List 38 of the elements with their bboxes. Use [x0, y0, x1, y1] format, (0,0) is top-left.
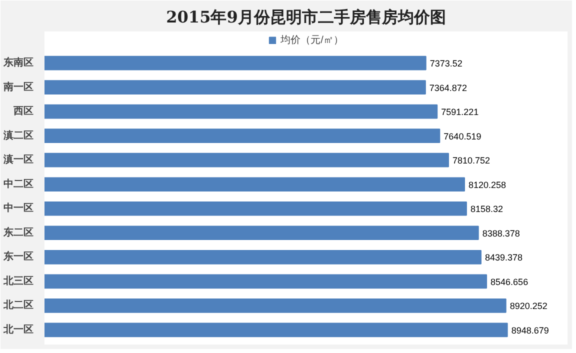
data-label: 7364.872 — [429, 82, 467, 93]
data-label: 7373.52 — [430, 58, 462, 69]
y-tick-label: 西区 — [12, 105, 34, 118]
bar — [44, 56, 426, 70]
y-tick-label: 南一区 — [2, 80, 34, 93]
data-label: 8388.378 — [482, 228, 520, 238]
bar — [44, 250, 482, 264]
y-tick-label: 东一区 — [2, 250, 34, 263]
bar — [44, 104, 438, 119]
bar — [44, 152, 449, 168]
y-tick-label: 中一区 — [4, 202, 34, 214]
y-tick-label: 滇二区 — [2, 129, 34, 142]
bar — [44, 274, 488, 289]
data-label: 7640.519 — [444, 131, 482, 142]
data-label: 8546.656 — [490, 276, 528, 287]
chart-title: 2015年9月份昆明市二手房售房均价图 — [166, 8, 446, 26]
y-tick-label: 滇一区 — [2, 154, 34, 166]
data-label: 8948.679 — [511, 325, 549, 336]
y-tick-label: 中二区 — [4, 178, 34, 190]
y-tick-label: 东南区 — [2, 56, 34, 69]
data-label: 7810.752 — [452, 156, 490, 166]
bar — [44, 298, 506, 313]
data-label: 8920.252 — [510, 301, 548, 312]
data-label: 8120.258 — [468, 180, 506, 190]
data-label: 8158.32 — [470, 204, 503, 214]
y-tick-label: 北三区 — [2, 274, 34, 287]
legend-label: 均价（元/㎡） — [280, 34, 344, 47]
bar — [44, 80, 426, 94]
y-tick-label: 东二区 — [2, 226, 34, 238]
bar — [44, 201, 467, 216]
data-label: 8439.378 — [484, 252, 523, 263]
y-tick-label: 北二区 — [2, 299, 34, 312]
data-label: 7591.221 — [441, 107, 479, 118]
y-tick-label: 北一区 — [2, 323, 34, 336]
bar — [44, 226, 479, 240]
bar — [44, 128, 440, 144]
bar — [44, 322, 508, 338]
bar — [44, 177, 465, 192]
